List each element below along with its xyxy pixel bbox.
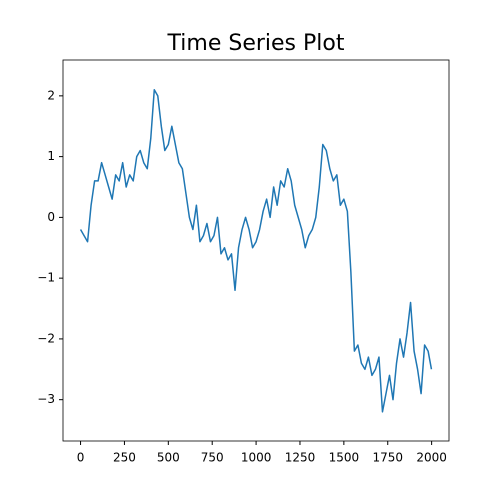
line-series	[79, 89, 433, 413]
x-tick-label: 500	[157, 451, 180, 465]
x-tick-label: 0	[77, 451, 85, 465]
y-tick-label: −2	[37, 331, 55, 345]
x-tick-label: 1500	[329, 451, 360, 465]
chart-title: Time Series Plot	[167, 31, 345, 56]
y-tick-label: 2	[47, 88, 55, 102]
x-tick-label: 1750	[372, 451, 403, 465]
x-tick-label: 2000	[416, 451, 447, 465]
y-tick-label: 0	[47, 210, 55, 224]
x-tick-label: 1000	[241, 451, 272, 465]
y-tick-label: 1	[47, 149, 55, 163]
x-tick-label: 750	[201, 451, 224, 465]
x-tick-label: 1250	[285, 451, 316, 465]
y-tick-label: −3	[37, 392, 55, 406]
y-tick-label: −1	[37, 271, 55, 285]
x-tick-label: 250	[113, 451, 136, 465]
plot-frame	[62, 59, 450, 442]
